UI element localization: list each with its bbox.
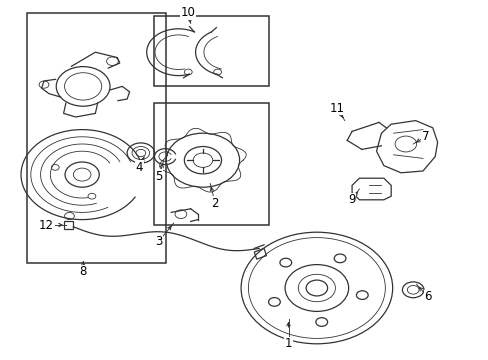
Text: 3: 3 [155, 235, 163, 248]
Text: 8: 8 [79, 265, 87, 278]
Text: 1: 1 [284, 337, 292, 350]
Bar [154, 103, 268, 225]
Text: 6: 6 [423, 291, 431, 303]
Text: 5: 5 [155, 170, 163, 183]
Text: 2: 2 [211, 197, 219, 210]
Text: 4: 4 [135, 161, 143, 174]
Bar [27, 13, 166, 263]
Text: 11: 11 [329, 102, 344, 114]
Text: 9: 9 [347, 193, 355, 206]
Text: 10: 10 [181, 6, 195, 19]
Text: 12: 12 [39, 219, 54, 231]
Text: 7: 7 [421, 130, 428, 143]
Bar [154, 16, 268, 86]
